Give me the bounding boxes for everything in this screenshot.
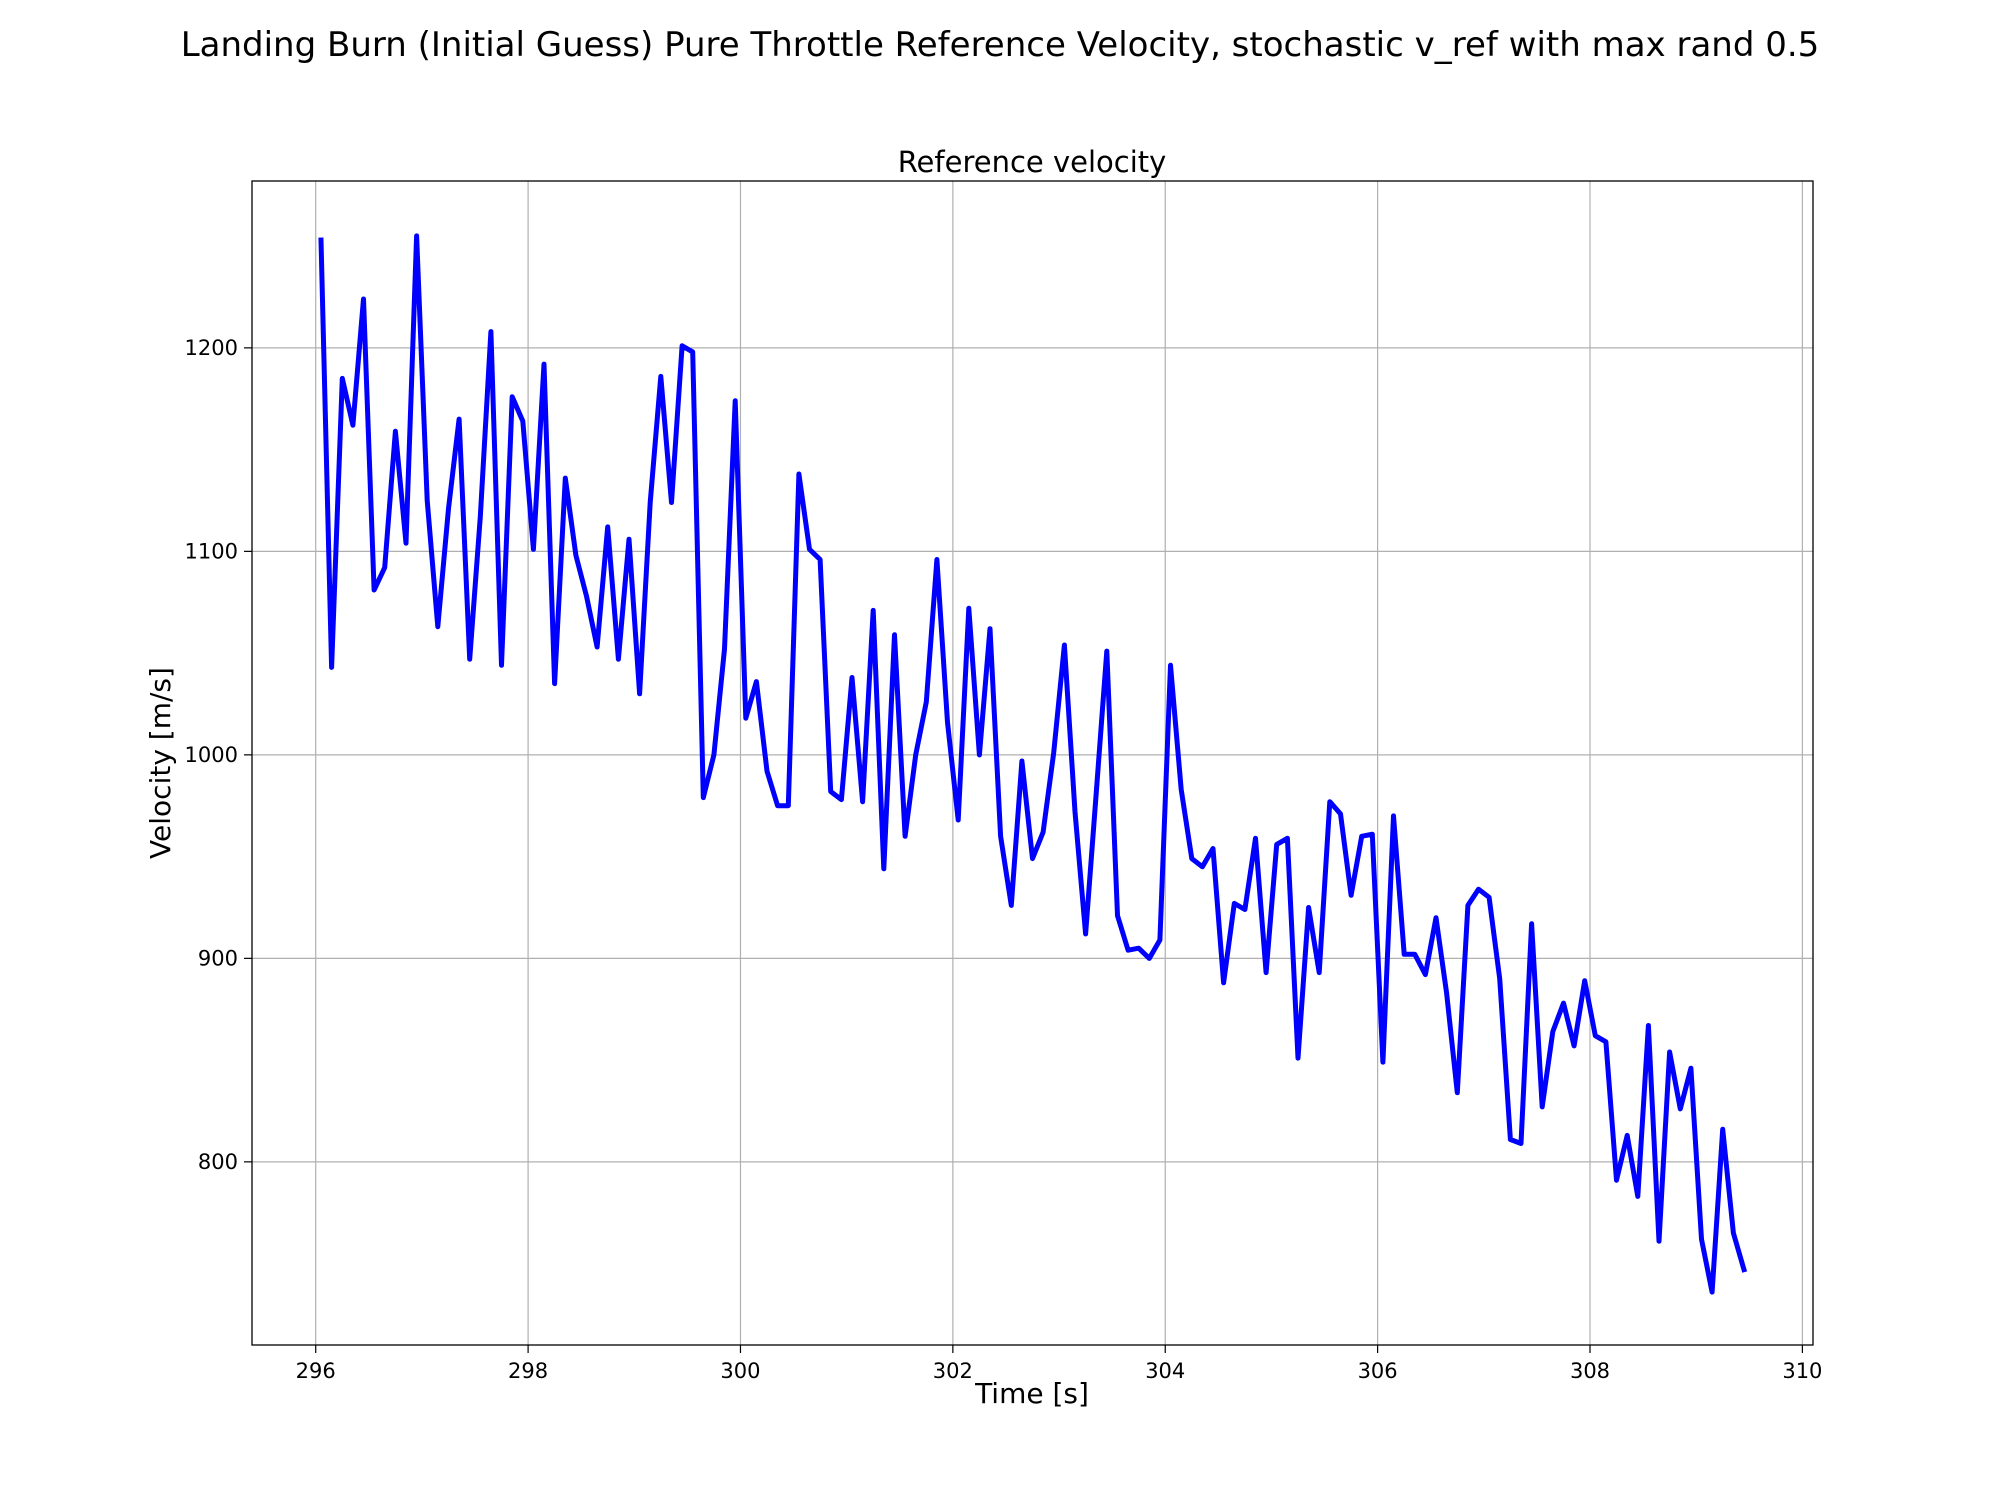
x-tick-label: 298 [508, 1359, 548, 1383]
grid-lines [252, 181, 1813, 1345]
x-tick-label: 306 [1358, 1359, 1398, 1383]
x-tick-label: 302 [933, 1359, 973, 1383]
figure-suptitle: Landing Burn (Initial Guess) Pure Thrott… [181, 25, 1820, 65]
x-tick-label: 308 [1570, 1359, 1610, 1383]
y-tick-label: 1100 [185, 539, 238, 563]
y-tick-label: 1000 [185, 743, 238, 767]
y-tick-label: 1200 [185, 336, 238, 360]
chart-title: Reference velocity [898, 145, 1167, 179]
y-tick-label: 800 [198, 1150, 238, 1174]
axes-frame [251, 180, 1814, 1346]
y-axis-label: Velocity [m/s] [144, 667, 177, 859]
y-tick-label: 900 [198, 946, 238, 970]
plot-area [318, 233, 1748, 1295]
x-tick-label: 310 [1782, 1359, 1822, 1383]
x-tick-label: 304 [1145, 1359, 1185, 1383]
velocity-series-line [318, 233, 1748, 1295]
x-tick-label: 300 [720, 1359, 760, 1383]
x-axis-label: Time [s] [974, 1377, 1089, 1410]
x-tick-label: 296 [296, 1359, 336, 1383]
axis-ticks: 296 298 300 302 304 306 308 310 800 900 1000 1100 12… [185, 336, 1823, 1383]
